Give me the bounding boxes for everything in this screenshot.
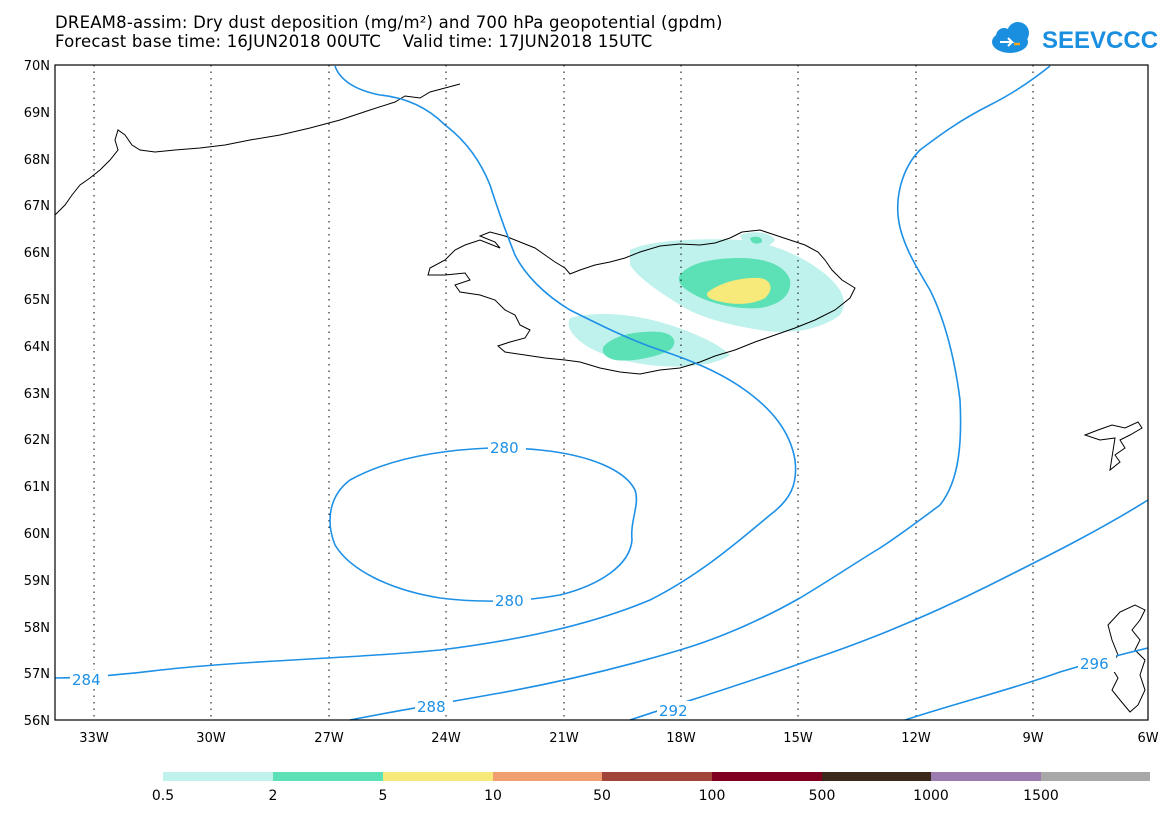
- contour-296: [904, 647, 1149, 721]
- lat-label: 65N: [24, 293, 50, 308]
- dust-area-high: [706, 277, 771, 304]
- lon-label: 15W: [783, 731, 813, 746]
- legend-swatch: [493, 772, 602, 781]
- contour-label: 280: [490, 439, 519, 457]
- greenland-coast: [54, 83, 461, 216]
- legend-swatch: [273, 772, 383, 781]
- lat-label: 64N: [24, 340, 50, 355]
- seevccc-logo: SEEVCCC: [992, 22, 1158, 54]
- lat-label: 62N: [24, 433, 50, 448]
- dust-shading: [568, 232, 844, 367]
- contour-label: 292: [659, 702, 688, 720]
- contour-label: 288: [417, 698, 446, 716]
- lat-label: 60N: [24, 527, 50, 542]
- legend-label: 5: [379, 788, 388, 804]
- geopotential-contours: [54, 65, 1149, 721]
- dust-area-mid-south: [602, 331, 675, 361]
- legend-swatch: [712, 772, 822, 781]
- legend-label: 1500: [1023, 788, 1059, 804]
- contour-292: [629, 499, 1149, 721]
- contour-north-west: [54, 65, 797, 679]
- faroe-coast: [1083, 421, 1143, 472]
- legend-label: 1000: [913, 788, 949, 804]
- legend-label: 10: [484, 788, 502, 804]
- lat-label: 56N: [24, 714, 50, 729]
- contour-280-loop: [329, 447, 638, 602]
- lat-label: 70N: [24, 59, 50, 74]
- lat-label: 59N: [24, 574, 50, 589]
- legend-label: 50: [593, 788, 611, 804]
- legend-swatch: [163, 772, 273, 781]
- map-title: DREAM8-assim: Dry dust deposition (mg/m²…: [55, 13, 723, 32]
- lon-label: 21W: [549, 731, 579, 746]
- lon-label: 18W: [666, 731, 696, 746]
- cloud-icon: [992, 22, 1029, 53]
- contour-label: 284: [72, 671, 101, 689]
- lat-label: 68N: [24, 153, 50, 168]
- legend-label: 2: [269, 788, 278, 804]
- lon-label: 27W: [314, 731, 344, 746]
- lat-label: 58N: [24, 621, 50, 636]
- lon-label: 24W: [431, 731, 461, 746]
- dust-area-mid-east: [750, 236, 763, 244]
- lon-label: 33W: [79, 731, 109, 746]
- latitude-labels: 70N 69N 68N 67N 66N 65N 64N 63N 62N 61N …: [24, 59, 50, 729]
- legend-label: 0.5: [152, 788, 174, 804]
- lat-label: 63N: [24, 387, 50, 402]
- iceland-coast: [427, 229, 856, 375]
- legend-swatch: [822, 772, 931, 781]
- lat-label: 69N: [24, 106, 50, 121]
- legend-swatch: [602, 772, 712, 781]
- lon-label: 9W: [1022, 731, 1043, 746]
- contour-labels: 280 280 284 288 292 296: [70, 438, 1116, 720]
- logo-text: SEEVCCC: [1042, 27, 1158, 54]
- contour-label: 280: [495, 592, 524, 610]
- map-subtitle: Forecast base time: 16JUN2018 00UTC Vali…: [55, 32, 653, 51]
- lat-label: 66N: [24, 246, 50, 261]
- grid-lines: [93, 65, 1034, 720]
- lon-label: 30W: [196, 731, 226, 746]
- color-legend: 0.5 2 5 10 50 100 500 1000 1500: [152, 772, 1150, 804]
- plot-frame: [54, 64, 1149, 721]
- lon-label: 12W: [901, 731, 931, 746]
- lat-label: 57N: [24, 667, 50, 682]
- legend-label: 500: [809, 788, 836, 804]
- legend-swatch: [383, 772, 493, 781]
- lat-label: 61N: [24, 480, 50, 495]
- lon-label: 6W: [1137, 731, 1158, 746]
- contour-288: [349, 65, 1051, 721]
- legend-swatch: [1041, 772, 1150, 781]
- legend-swatch: [931, 772, 1041, 781]
- legend-label: 100: [699, 788, 726, 804]
- longitude-labels: 33W 30W 27W 24W 21W 18W 15W 12W 9W 6W: [79, 731, 1158, 746]
- lat-label: 67N: [24, 199, 50, 214]
- contour-label: 296: [1080, 655, 1109, 673]
